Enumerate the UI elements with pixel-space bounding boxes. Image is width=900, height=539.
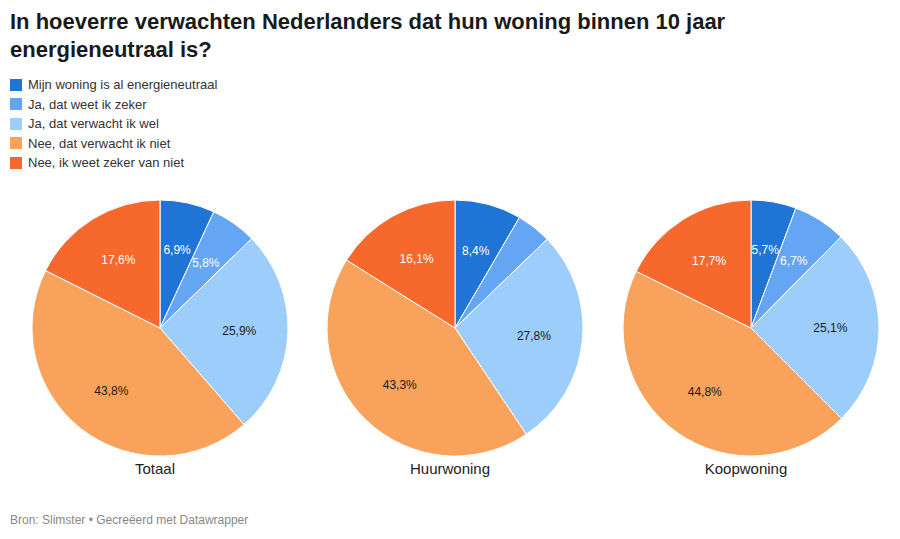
svg-text:43,3%: 43,3% bbox=[383, 378, 417, 392]
svg-text:8,4%: 8,4% bbox=[462, 244, 490, 258]
svg-text:43,8%: 43,8% bbox=[94, 384, 128, 398]
svg-text:6,9%: 6,9% bbox=[163, 243, 191, 257]
html-text:Nee, ik weet zeker van niet: Nee, ik weet zeker van niet bbox=[28, 155, 185, 171]
svg-text:25,9%: 25,9% bbox=[222, 324, 256, 338]
svg-text:6,7%: 6,7% bbox=[780, 254, 808, 268]
svg-text:27,8%: 27,8% bbox=[517, 329, 551, 343]
svg-text:17,6%: 17,6% bbox=[101, 253, 135, 267]
html-text:In hoeverre verwachten Nederla: In hoeverre verwachten Nederlanders dat … bbox=[10, 9, 726, 62]
html-text:Koopwoning: Koopwoning bbox=[704, 460, 788, 477]
html-text:Mijn woning is al energieneutr: Mijn woning is al energieneutraal bbox=[28, 77, 218, 93]
html-text:Huurwoning: Huurwoning bbox=[410, 460, 490, 477]
svg-text:16,1%: 16,1% bbox=[400, 252, 434, 266]
svg-text:25,1%: 25,1% bbox=[813, 321, 847, 335]
svg-text:44,8%: 44,8% bbox=[688, 385, 722, 399]
html-text:Totaal: Totaal bbox=[135, 460, 175, 477]
html-text:Nee, dat verwacht ik niet: Nee, dat verwacht ik niet bbox=[28, 135, 171, 151]
html-text:Ja, dat weet ik zeker: Ja, dat weet ik zeker bbox=[28, 96, 147, 112]
svg-text:17,7%: 17,7% bbox=[692, 254, 726, 268]
svg-text:5,8%: 5,8% bbox=[192, 256, 220, 270]
html-text:Ja, dat verwacht ik wel: Ja, dat verwacht ik wel bbox=[28, 116, 159, 132]
svg-text:5,7%: 5,7% bbox=[751, 243, 779, 257]
html-text:Bron: Slimster • Gecreëerd met: Bron: Slimster • Gecreëerd met Datawrapp… bbox=[10, 513, 249, 527]
